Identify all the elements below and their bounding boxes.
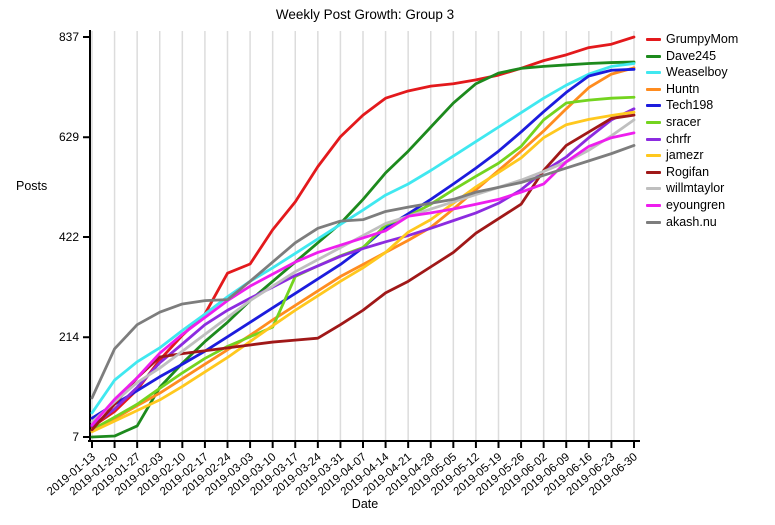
legend-label: Tech198 <box>666 98 714 113</box>
legend-swatch-icon <box>646 71 661 75</box>
series-line-eyoungren <box>90 131 636 427</box>
legend: GrumpyMom Dave245 Weaselboy Huntn Tech198 sra… <box>646 33 738 229</box>
legend-item-chrfr: chrfr <box>646 131 738 146</box>
legend-label: chrfr <box>666 131 691 146</box>
svg-text:7: 7 <box>72 430 79 444</box>
legend-item-sracer: sracer <box>646 114 738 129</box>
legend-label: akash.nu <box>666 214 717 229</box>
legend-swatch-icon <box>646 154 661 158</box>
legend-item-jamezr: jamezr <box>646 149 738 162</box>
series-line-jamezr <box>90 110 636 434</box>
legend-swatch-icon <box>646 104 661 108</box>
legend-swatch-icon <box>646 38 661 41</box>
svg-text:422: 422 <box>59 230 79 244</box>
legend-label: jamezr <box>666 148 704 163</box>
legend-label: Huntn <box>666 81 700 96</box>
series-lines <box>90 35 636 439</box>
legend-item-willmtaylor: willmtaylor <box>646 182 738 195</box>
legend-swatch-icon <box>646 87 661 91</box>
svg-text:629: 629 <box>59 130 79 144</box>
legend-item-Weaselboy: Weaselboy <box>646 66 738 79</box>
legend-swatch-icon <box>646 187 661 191</box>
x-axis-label: Date <box>351 497 379 511</box>
legend-label: sracer <box>666 114 701 129</box>
legend-item-akash.nu: akash.nu <box>646 214 738 229</box>
legend-item-Dave245: Dave245 <box>646 48 738 63</box>
legend-swatch-icon <box>646 203 661 207</box>
legend-swatch-icon <box>646 54 661 58</box>
y-ticks: 7 214 422 629 837 <box>59 30 91 444</box>
legend-item-Tech198: Tech198 <box>646 99 738 112</box>
legend-item-Rogifan: Rogifan <box>646 164 738 179</box>
x-ticks: 2019-01-132019-01-202019-01-272019-02-03… <box>45 441 640 498</box>
chart-title: Weekly Post Growth: Group 3 <box>275 7 455 22</box>
series-line-willmtaylor <box>90 118 636 424</box>
series-line-Weaselboy <box>90 62 636 415</box>
legend-label: Rogifan <box>666 164 710 179</box>
legend-swatch-icon <box>646 137 661 141</box>
series-line-Huntn <box>90 66 636 433</box>
series-line-akash.nu <box>90 144 636 400</box>
svg-text:837: 837 <box>59 30 79 44</box>
legend-swatch-icon <box>646 220 661 224</box>
legend-label: Weaselboy <box>666 65 728 80</box>
legend-item-Huntn: Huntn <box>646 81 738 96</box>
legend-label: GrumpyMom <box>666 32 739 46</box>
legend-swatch-icon <box>646 170 661 174</box>
legend-label: Dave245 <box>666 48 717 63</box>
legend-item-GrumpyMom: GrumpyMom <box>646 33 738 46</box>
legend-label: eyoungren <box>666 197 726 212</box>
legend-item-eyoungren: eyoungren <box>646 197 738 212</box>
legend-label: willmtaylor <box>666 181 725 196</box>
legend-swatch-icon <box>646 120 661 124</box>
svg-text:214: 214 <box>59 330 79 344</box>
y-axis-label: Posts <box>16 179 48 193</box>
